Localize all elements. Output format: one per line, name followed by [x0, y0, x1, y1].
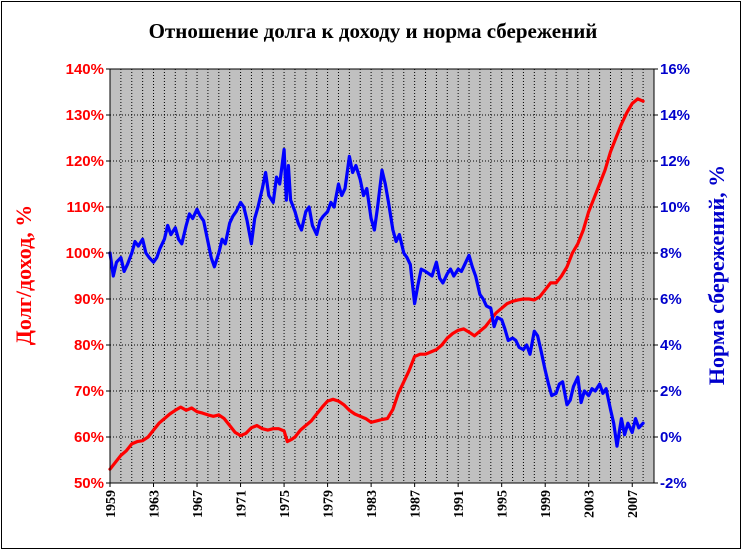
savings-rate-line [108, 147, 645, 448]
left-axis-label: Долг/доход, % [11, 205, 36, 346]
right-tick-label: 16% [660, 61, 690, 78]
right-axis-label: Норма сбережений, % [704, 165, 729, 385]
x-tick-label: 1967 [191, 490, 206, 518]
x-tick-label: 1975 [278, 490, 293, 518]
left-tick-label: 140% [66, 61, 104, 78]
left-tick-label: 100% [66, 245, 104, 262]
left-tick-label: 70% [74, 383, 104, 400]
debt-income-line [108, 97, 645, 471]
x-tick-label: 1963 [148, 490, 163, 518]
right-tick-label: 0% [660, 429, 682, 446]
right-axis-ticks: -2% 0% 2% 4% 6% 8% 10% 12% 14% 16% [654, 61, 690, 492]
x-tick-label: 1971 [235, 490, 250, 518]
right-tick-label: -2% [660, 475, 687, 492]
x-tick-label: 1987 [409, 490, 424, 518]
right-tick-label: 8% [660, 245, 682, 262]
left-tick-label: 120% [66, 153, 104, 170]
right-tick-label: 2% [660, 383, 682, 400]
right-tick-label: 4% [660, 337, 682, 354]
left-tick-label: 60% [74, 429, 104, 446]
x-tick-label: 1991 [452, 490, 467, 518]
left-tick-label: 90% [74, 291, 104, 308]
left-tick-label: 80% [74, 337, 104, 354]
left-tick-label: 110% [66, 199, 104, 216]
plot-border [109, 68, 655, 484]
x-tick-label: 1999 [539, 490, 554, 518]
x-tick-label: 1983 [365, 490, 380, 518]
x-axis-ticks: 1959 1963 1967 1971 1975 1979 1983 1987 1991 1995… [104, 483, 641, 518]
right-tick-label: 12% [660, 153, 690, 170]
x-tick-label: 1995 [496, 490, 511, 518]
chart-title: Отношение долга к доходу и норма сбереже… [149, 19, 598, 43]
left-tick-label: 50% [74, 475, 104, 492]
x-tick-label: 1979 [322, 490, 337, 518]
left-tick-label: 130% [66, 107, 104, 124]
left-axis-ticks: 50% 60% 70% 80% 90% 100% 110% 120% 130% 140% [66, 61, 110, 492]
grid-lines [110, 68, 654, 484]
right-tick-label: 6% [660, 291, 682, 308]
x-tick-label: 2003 [583, 490, 598, 518]
series-layer [108, 97, 645, 471]
x-tick-label: 1959 [104, 490, 119, 518]
right-tick-label: 10% [660, 199, 690, 216]
right-tick-label: 14% [660, 107, 690, 124]
x-tick-label: 2007 [626, 490, 641, 518]
